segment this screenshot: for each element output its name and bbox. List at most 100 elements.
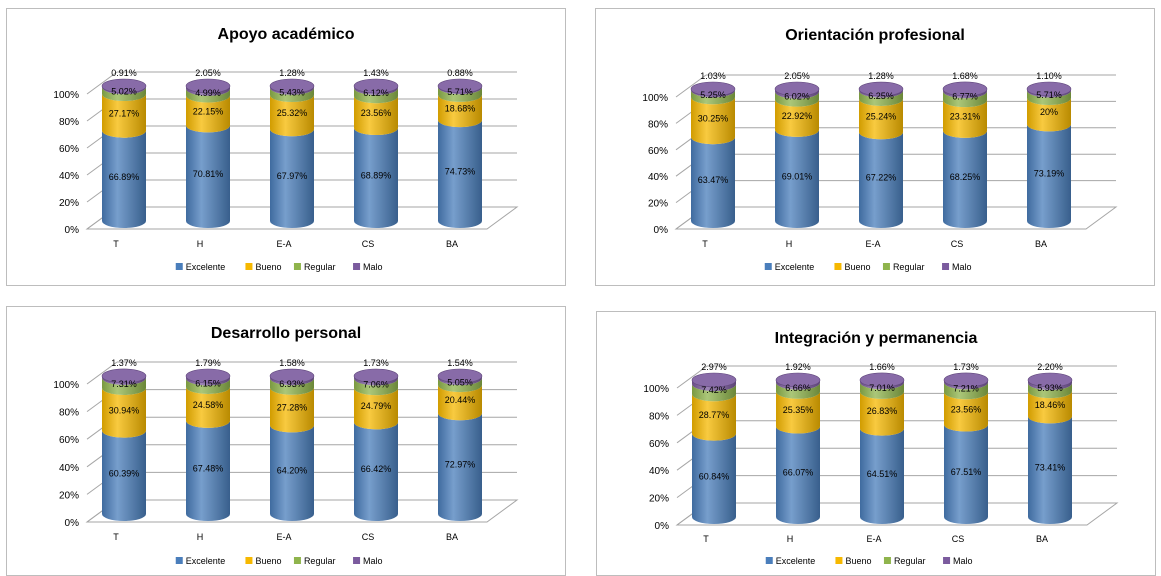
y-tick-label: 60% [59,435,79,446]
y-tick-label: 20% [59,490,79,501]
data-label-malo: 1.10% [1036,71,1062,81]
data-label-malo: 1.79% [195,358,221,368]
legend-swatch-malo [942,263,950,270]
data-label-regular: 6.66% [785,383,811,393]
data-label-regular: 6.12% [363,88,389,98]
data-label-bueno: 25.35% [783,405,814,415]
y-tick-label: 100% [642,93,668,104]
bar-segment-regular [692,384,736,402]
x-tick-label: BA [1035,239,1047,249]
x-tick-label: E-A [866,534,881,544]
legend-swatch-bueno [835,557,843,564]
bar-cap [690,81,736,97]
data-label-malo: 1.54% [447,358,473,368]
legend-swatch-malo [943,557,951,564]
legend-swatch-regular [882,263,890,270]
chart-legend: Excelente Bueno Regular Malo [175,262,383,272]
data-label-excelente: 69.01% [782,171,813,181]
x-tick-label: CS [362,532,375,542]
bar-segment-regular [102,377,146,395]
data-label-bueno: 30.25% [698,113,729,123]
data-label-regular: 7.06% [363,379,389,389]
chart-svg-apoyo-academico: Apoyo académico 0% 20% 40% 60% 80% 100% 66.89% 2… [53,26,519,272]
legend-swatch-excelente [764,263,772,270]
gridline-side [675,74,707,98]
x-tick-label: H [197,532,204,542]
bar-cap [942,81,988,97]
y-tick-label: 20% [648,199,668,210]
legend-label-excelente: Excelente [186,262,226,272]
data-label-bueno: 22.15% [193,106,224,116]
bar-segment-bueno [860,391,904,436]
y-tick-label: 0% [655,521,670,532]
bar-segment-regular [438,87,482,102]
bar-segment-malo [1028,380,1072,391]
data-label-malo: 1.37% [111,358,137,368]
data-label-bueno: 27.28% [277,403,308,413]
legend-label-bueno: Bueno [845,556,871,566]
y-tick-label: 80% [649,411,669,422]
bar-segment-excelente [438,120,482,228]
y-tick-label: 40% [59,171,79,182]
bar-segment-bueno [102,387,146,438]
x-tick-label: CS [952,534,965,544]
bar-cap [859,372,905,388]
bar-segment-excelente [270,425,314,521]
bar-stack-cs: 67.51% 23.56% 7.21% 1.73% [943,362,989,524]
data-label-bueno: 24.58% [193,400,224,410]
data-label-regular: 6.15% [195,379,221,389]
data-label-regular: 6.77% [952,92,978,102]
data-label-excelente: 66.07% [783,468,814,478]
chart-legend: Excelente Bueno Regular Malo [765,556,973,566]
bar-segment-bueno [691,97,735,145]
bar-segment-regular [1028,383,1072,399]
bar-segment-malo [692,380,736,392]
bar-segment-excelente [270,129,314,228]
y-tick-label: 0% [65,518,80,529]
bar-segment-excelente [691,137,735,228]
data-label-excelente: 64.20% [277,466,308,476]
bar-segment-regular [859,90,903,106]
data-label-excelente: 72.97% [445,460,476,470]
bar-segment-malo [438,376,482,386]
bar-segment-bueno [186,386,230,428]
bar-stack-cs: 68.25% 23.31% 6.77% 1.68% [942,71,988,228]
y-tick-label: 20% [59,198,79,209]
chart-title: Apoyo académico [218,26,355,43]
x-tick-label: E-A [276,532,291,542]
data-label-excelente: 67.22% [866,173,897,183]
y-tick-label: 40% [649,466,669,477]
data-label-bueno: 28.77% [699,410,730,420]
chart-svg-desarrollo-personal: Desarrollo personal 0% 20% 40% 60% 80% 100% 60.… [53,325,519,566]
data-label-excelente: 64.51% [867,469,898,479]
bar-stack-h: 66.07% 25.35% 6.66% 1.92% [775,362,821,524]
data-label-malo: 1.43% [363,68,389,78]
data-label-bueno: 25.24% [866,112,897,122]
y-tick-label: 60% [59,144,79,155]
data-label-malo: 2.05% [195,68,221,78]
legend-label-regular: Regular [304,262,336,272]
bar-segment-bueno [944,392,988,432]
bar-segment-excelente [186,125,230,228]
bar-cap [1027,372,1073,388]
bar-segment-bueno [270,95,314,137]
data-label-regular: 5.71% [447,87,473,97]
bar-segment-malo [270,86,314,95]
x-tick-label: H [787,534,794,544]
x-tick-label: CS [362,239,375,249]
legend-label-regular: Regular [893,262,925,272]
x-tick-label: T [113,239,119,249]
bar-stack-ba: 74.73% 18.68% 5.71% 0.88% [437,68,483,228]
data-label-excelente: 66.42% [361,464,392,474]
chart-svg-integracion-permanencia: Integración y permanencia 0% 20% 40% 60% 80% 1… [643,330,1119,566]
bar-segment-regular [691,90,735,105]
bar-segment-bueno [776,391,820,434]
bar-segment-regular [860,382,904,399]
bar-segment-malo [943,88,987,99]
data-label-excelente: 68.25% [950,172,981,182]
chart-svg-orientacion-profesional: Orientación profesional 0% 20% 40% 60% 80% 100… [642,27,1118,272]
data-label-regular: 7.42% [701,385,727,395]
data-label-excelente: 73.41% [1035,463,1066,473]
data-label-bueno: 30.94% [109,405,140,415]
data-label-excelente: 68.89% [361,170,392,180]
